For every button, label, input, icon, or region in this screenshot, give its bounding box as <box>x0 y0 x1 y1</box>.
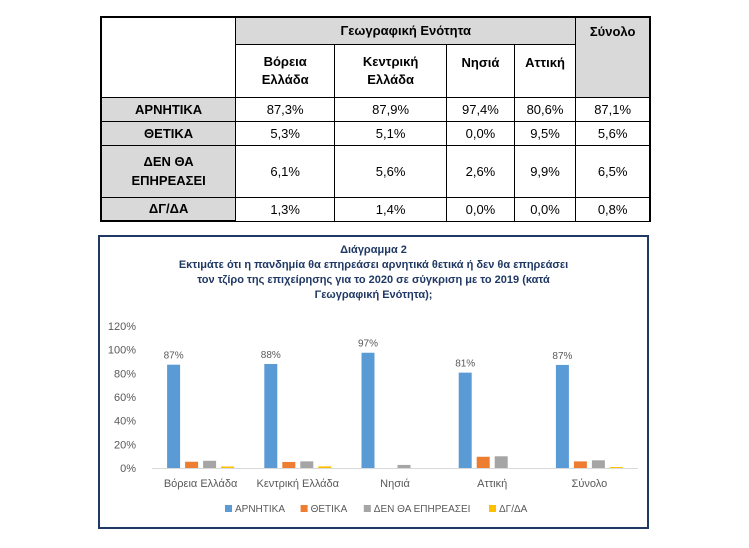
y-tick-label: 100% <box>108 345 136 357</box>
bar <box>591 460 605 468</box>
table-cell: 87,1% <box>575 96 652 122</box>
table-cell: 0,8% <box>575 196 652 222</box>
bar <box>361 352 375 468</box>
legend-swatch <box>300 505 308 512</box>
row-label: ΑΡΝΗΤΙΚΑ <box>100 96 237 122</box>
table-cell: 97,4% <box>446 96 515 122</box>
column-header-line: Κεντρική <box>362 53 419 69</box>
bar <box>221 466 235 468</box>
bar <box>318 466 332 468</box>
row-label: ΔΓ/ΔΑ <box>100 196 237 222</box>
bar <box>397 464 411 468</box>
row-label: ΔΕΝ ΘΑ ΕΠΗΡΕΑΣΕΙ <box>100 144 237 198</box>
table-corner-cell <box>100 16 237 98</box>
bar <box>167 364 181 468</box>
table-cell: 0,0% <box>446 120 515 146</box>
row-label-line: ΕΠΗΡΕΑΣΕΙ <box>131 173 206 188</box>
column-header-line: Ελλάδα <box>367 71 415 87</box>
y-tick-label: 80% <box>114 368 136 380</box>
column-header-central-greece: Κεντρική Ελλάδα <box>334 43 448 98</box>
x-tick-label: Νησιά <box>380 478 410 490</box>
chart-title: Διάγραμμα 2 Εκτιμάτε ότι η πανδημία θα ε… <box>100 243 647 303</box>
table-row: ΘΕΤΙΚΑ 5,3% 5,1% 0,0% 9,5% 5,6% <box>100 120 652 146</box>
y-tick-label: 20% <box>114 439 136 451</box>
column-header-line: Αττική <box>525 54 565 70</box>
legend-swatch <box>489 505 496 512</box>
x-tick-label: Αττική <box>477 478 507 490</box>
bar <box>494 456 508 468</box>
column-header-north-greece: Βόρεια Ελλάδα <box>235 43 336 98</box>
legend-swatch <box>225 505 232 512</box>
row-label: ΘΕΤΙΚΑ <box>100 120 237 146</box>
bar <box>555 364 569 468</box>
bar <box>476 456 490 468</box>
bar <box>264 363 278 468</box>
data-label: 88% <box>261 350 281 361</box>
group-header: Γεωγραφική Ενότητα <box>235 16 577 45</box>
table-row: ΔΓ/ΔΑ 1,3% 1,4% 0,0% 0,0% 0,8% <box>100 196 652 222</box>
bar-chart: 0% 20% 40% 60% 80% 100% 120% 87% Βόρεια Ελλάδα 88… <box>108 321 638 515</box>
column-header-line: Ελλάδα <box>261 71 309 87</box>
y-tick-label: 40% <box>114 416 136 428</box>
chart-frame: Διάγραμμα 2 Εκτιμάτε ότι η πανδημία θα ε… <box>98 235 649 529</box>
table-cell: 5,3% <box>235 120 336 146</box>
bar <box>282 461 296 468</box>
table-cell: 0,0% <box>446 196 515 222</box>
table-cell: 5,1% <box>334 120 448 146</box>
legend-label: ΔΕΝ ΘΑ ΕΠΗΡΕΑΣΕΙ <box>374 504 471 515</box>
bar <box>609 467 623 468</box>
chart-title-line: Εκτιμάτε ότι η πανδημία θα επηρεάσει αρν… <box>178 259 569 271</box>
table-cell: 5,6% <box>575 120 652 146</box>
table-cell: 9,9% <box>513 144 577 198</box>
bar <box>185 461 199 468</box>
bar <box>203 460 217 468</box>
column-header-line: Βόρεια <box>263 53 307 69</box>
x-tick-label: Κεντρική Ελλάδα <box>257 478 340 490</box>
x-tick-label: Βόρεια Ελλάδα <box>164 478 238 490</box>
chart-title-line: τον τζίρο της επιχείρησης για το 2020 σε… <box>197 274 550 286</box>
table-cell: 2,6% <box>446 144 515 198</box>
y-tick-label: 0% <box>120 463 136 475</box>
table-row: ΑΡΝΗΤΙΚΑ 87,3% 87,9% 97,4% 80,6% 87,1% <box>100 96 652 122</box>
table-cell: 0,0% <box>513 196 577 222</box>
legend-label: ΘΕΤΙΚΑ <box>311 504 348 515</box>
y-tick-label: 120% <box>108 321 136 333</box>
column-header-islands: Νησιά <box>446 43 515 98</box>
y-tick-label: 60% <box>114 392 136 404</box>
column-header-attica: Αττική <box>513 43 577 98</box>
chart-title-line: Διάγραμμα 2 <box>340 244 407 256</box>
table-row: ΔΕΝ ΘΑ ΕΠΗΡΕΑΣΕΙ 6,1% 5,6% 2,6% 9,9% 6,5… <box>100 144 652 198</box>
x-tick-label: Σύνολο <box>572 478 608 490</box>
bar <box>573 461 587 468</box>
table-cell: 87,3% <box>235 96 336 122</box>
table-cell: 6,5% <box>575 144 652 198</box>
data-label: 81% <box>455 359 475 370</box>
chart-title-line: Γεωγραφική Ενότητα); <box>314 289 433 301</box>
table-cell: 80,6% <box>513 96 577 122</box>
table-cell: 5,6% <box>334 144 448 198</box>
table-cell: 87,9% <box>334 96 448 122</box>
data-label: 87% <box>552 351 572 362</box>
table-cell: 1,3% <box>235 196 336 222</box>
legend-label: ΔΓ/ΔΑ <box>499 504 528 515</box>
row-label-line: ΔΕΝ ΘΑ <box>143 154 194 169</box>
legend-swatch <box>363 505 371 512</box>
table-cell: 9,5% <box>513 120 577 146</box>
results-table: Γεωγραφική Ενότητα Σύνολο Βόρεια Ελλάδα … <box>100 16 652 222</box>
data-label: 97% <box>358 339 378 350</box>
bar <box>300 461 314 468</box>
legend-label: ΑΡΝΗΤΙΚΑ <box>235 504 285 515</box>
bar <box>458 372 472 468</box>
data-label: 87% <box>164 351 184 362</box>
column-header-line: Νησιά <box>461 54 500 70</box>
table-cell: 1,4% <box>334 196 448 222</box>
total-header: Σύνολο <box>575 16 652 98</box>
table-cell: 6,1% <box>235 144 336 198</box>
